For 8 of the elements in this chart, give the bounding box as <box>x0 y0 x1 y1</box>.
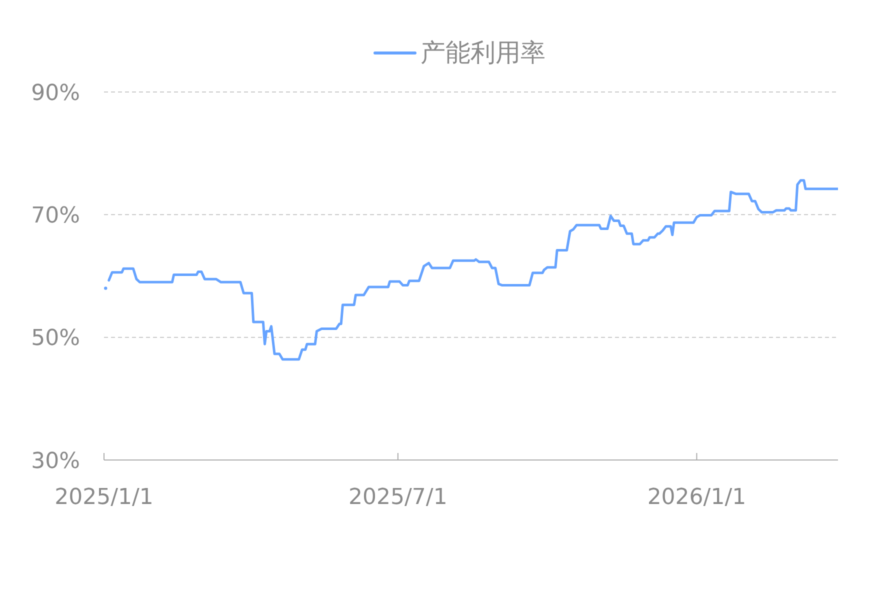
y-tick-label: 70% <box>31 203 80 228</box>
x-tick-label: 2026/1/1 <box>647 485 746 510</box>
legend-label: 产能利用率 <box>420 38 546 68</box>
y-tick-label: 90% <box>31 80 80 106</box>
y-tick-label: 50% <box>31 326 80 352</box>
x-tick-label: 2025/7/1 <box>348 485 448 510</box>
y-tick-label: 30% <box>31 448 80 474</box>
x-tick-label: 2025/1/1 <box>54 485 154 510</box>
